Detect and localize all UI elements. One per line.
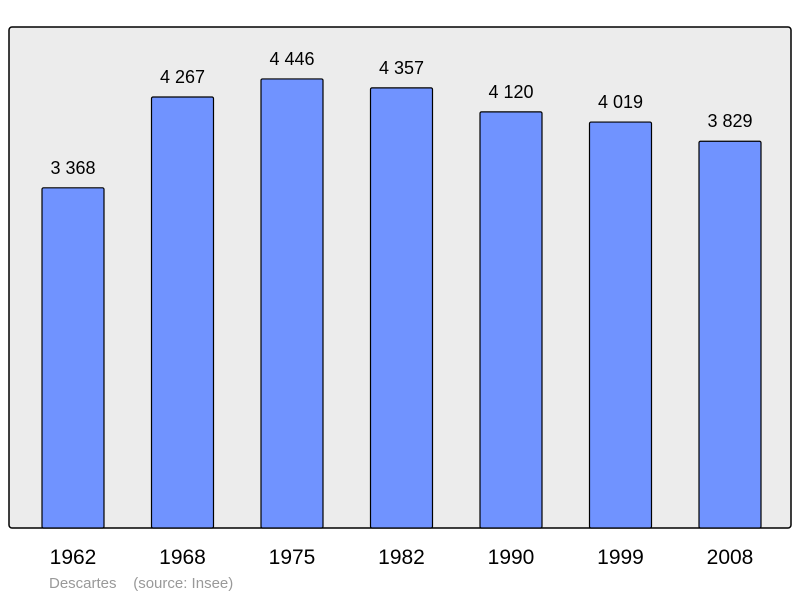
bar-1999 [588, 121, 653, 529]
bar-2008 [698, 140, 762, 529]
x-tick-label-1968: 1968 [159, 546, 206, 569]
x-tick-label-2008: 2008 [707, 546, 754, 569]
value-label-1962: 3 368 [50, 158, 95, 178]
x-tick-label-1962: 1962 [50, 546, 97, 569]
x-tick-label-1982: 1982 [378, 546, 425, 569]
chart-caption: Descartes (source: Insee) [49, 575, 233, 592]
value-labels-group: 3 368 4 267 4 446 4 357 4 120 4 019 3 829 [50, 49, 752, 178]
x-tick-label-1999: 1999 [597, 546, 644, 569]
value-label-1990: 4 120 [488, 82, 533, 102]
value-label-1982: 4 357 [379, 58, 424, 78]
value-label-1968: 4 267 [160, 67, 205, 87]
x-tick-label-1990: 1990 [488, 546, 535, 569]
x-tick-label-1975: 1975 [269, 546, 316, 569]
value-label-2008: 3 829 [707, 111, 752, 131]
caption-source: (source: Insee) [133, 575, 234, 592]
x-tick-labels-group: 1962 1968 1975 1982 1990 1999 2008 [50, 546, 754, 569]
value-label-1999: 4 019 [598, 92, 643, 112]
bars-group [41, 78, 762, 529]
bar-1968 [150, 96, 215, 529]
caption-place: Descartes [49, 575, 117, 592]
bar-1990 [479, 111, 543, 529]
bar-1982 [369, 87, 434, 529]
value-label-1975: 4 446 [269, 49, 314, 69]
bar-1975 [260, 78, 324, 529]
bar-1962 [41, 187, 105, 529]
